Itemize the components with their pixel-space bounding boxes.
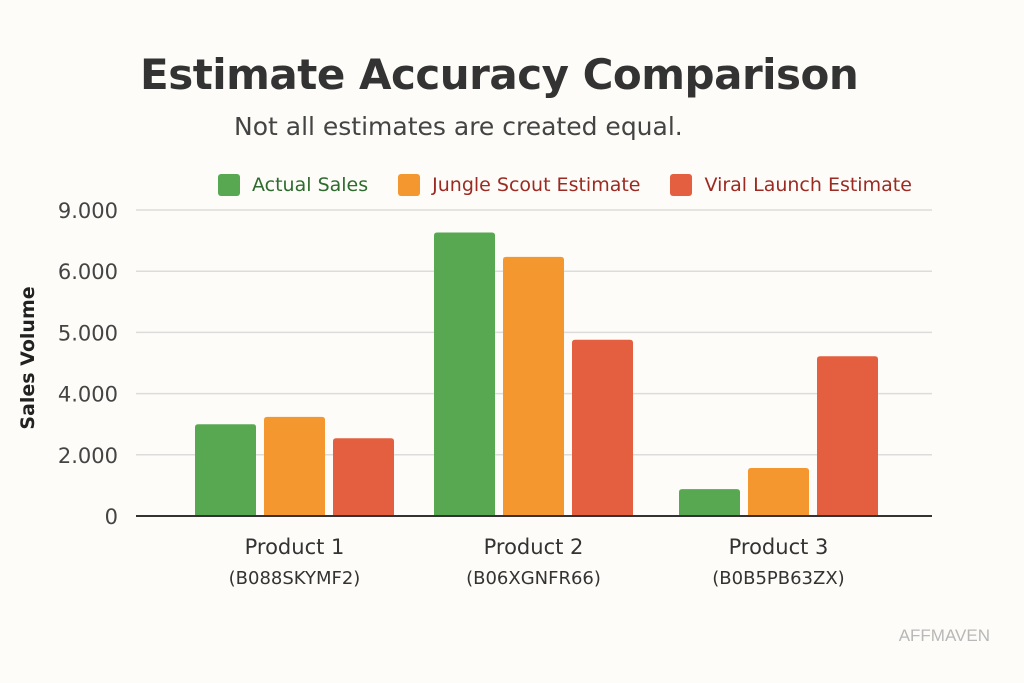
bar bbox=[333, 438, 394, 516]
bar bbox=[434, 232, 495, 516]
legend-label: Actual Sales bbox=[252, 174, 369, 196]
legend: Actual Sales Jungle Scout Estimate Viral L… bbox=[218, 174, 912, 196]
legend-swatch bbox=[398, 174, 421, 196]
x-tick-label: Product 3 bbox=[729, 535, 829, 559]
legend-label: Jungle Scout Estimate bbox=[432, 174, 641, 196]
chart-subtitle: Not all estimates are created equal. bbox=[234, 112, 683, 141]
x-tick-label: Product 1 bbox=[245, 535, 345, 559]
y-tick-label: 0 bbox=[105, 505, 118, 529]
y-tick-label: 9.000 bbox=[58, 199, 118, 223]
legend-label: Viral Launch Estimate bbox=[704, 174, 912, 196]
bar bbox=[503, 256, 564, 516]
watermark-logo: AFFMAVEN bbox=[898, 626, 990, 645]
y-tick-label: 4.000 bbox=[58, 383, 118, 407]
legend-swatch bbox=[670, 174, 693, 196]
x-tick-label: Product 2 bbox=[484, 535, 584, 559]
bar bbox=[817, 356, 878, 516]
legend-item: Jungle Scout Estimate bbox=[398, 174, 640, 196]
legend-item: Viral Launch Estimate bbox=[670, 174, 912, 196]
y-tick-label: 2.000 bbox=[58, 444, 118, 468]
bar bbox=[679, 489, 740, 516]
bar bbox=[195, 424, 256, 516]
y-tick-label: 5.000 bbox=[58, 321, 118, 345]
y-tick-label: 6.000 bbox=[58, 260, 118, 284]
x-tick-code: (B0B5PB63ZX) bbox=[712, 568, 844, 589]
legend-swatch bbox=[218, 174, 240, 196]
legend-item: Actual Sales bbox=[218, 174, 368, 196]
y-axis-label: Sales Volume bbox=[17, 286, 39, 429]
bar bbox=[748, 467, 809, 516]
bar bbox=[572, 339, 633, 516]
x-tick-code: (B06XGNFR66) bbox=[466, 568, 601, 589]
bar bbox=[264, 416, 325, 516]
chart-title: Estimate Accuracy Comparison bbox=[140, 50, 859, 99]
x-tick-code: (B088SKYMF2) bbox=[229, 568, 361, 589]
